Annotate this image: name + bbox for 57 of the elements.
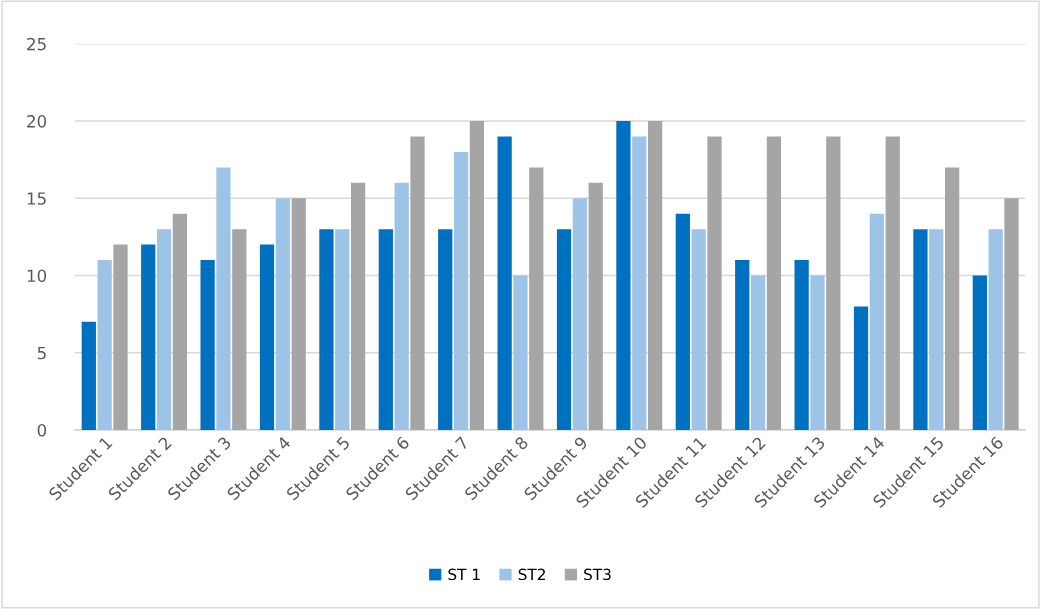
- bar: [885, 136, 900, 430]
- y-tick-label: 20: [27, 115, 47, 128]
- bar: [529, 167, 544, 430]
- bar: [350, 182, 366, 430]
- y-tick-label: 10: [27, 269, 47, 283]
- legend-label: ST2: [518, 568, 545, 581]
- bar: [497, 136, 512, 430]
- bar: [275, 198, 290, 430]
- bar: [513, 275, 528, 430]
- bar: [691, 229, 706, 430]
- bar: [810, 275, 825, 430]
- bar: [319, 229, 334, 430]
- bar: [972, 275, 987, 430]
- bar: [394, 182, 409, 430]
- bar: [675, 213, 690, 430]
- bar: [766, 136, 782, 430]
- bar: [750, 275, 766, 430]
- bar: [200, 260, 215, 430]
- bar: [929, 229, 944, 430]
- bar: [572, 198, 587, 430]
- bar: [647, 121, 663, 430]
- bar: [232, 229, 247, 430]
- y-tick-label: 25: [27, 37, 46, 51]
- bar: [988, 229, 1003, 430]
- bar: [853, 306, 869, 430]
- bar: [141, 244, 156, 430]
- bar: [438, 229, 453, 430]
- bar: [913, 229, 928, 430]
- bar: [259, 244, 275, 430]
- bar: [826, 136, 841, 430]
- bar: [113, 244, 128, 430]
- bar: [378, 229, 393, 430]
- bar: [1004, 198, 1019, 430]
- bar: [869, 213, 885, 430]
- bar: [81, 321, 96, 430]
- bar: [216, 167, 231, 430]
- legend-label: ST3: [584, 568, 611, 581]
- y-tick-label: 15: [27, 192, 46, 205]
- y-tick-label: 5: [37, 346, 46, 360]
- bar: [794, 260, 809, 430]
- bar: [588, 182, 603, 430]
- bar: [410, 136, 425, 430]
- bar: [156, 229, 172, 430]
- bar: [291, 198, 306, 430]
- y-tick-label: 0: [37, 423, 47, 437]
- bar: [556, 229, 572, 430]
- bar: [632, 136, 647, 430]
- bar: [735, 260, 750, 430]
- bar: [469, 121, 485, 430]
- bar: [453, 151, 469, 430]
- bar: [172, 213, 188, 430]
- legend-label: ST 1: [448, 568, 480, 581]
- bar: [97, 260, 112, 430]
- bar: [707, 136, 722, 430]
- bar: [335, 229, 350, 430]
- bar: [616, 121, 631, 430]
- bar: [944, 167, 960, 430]
